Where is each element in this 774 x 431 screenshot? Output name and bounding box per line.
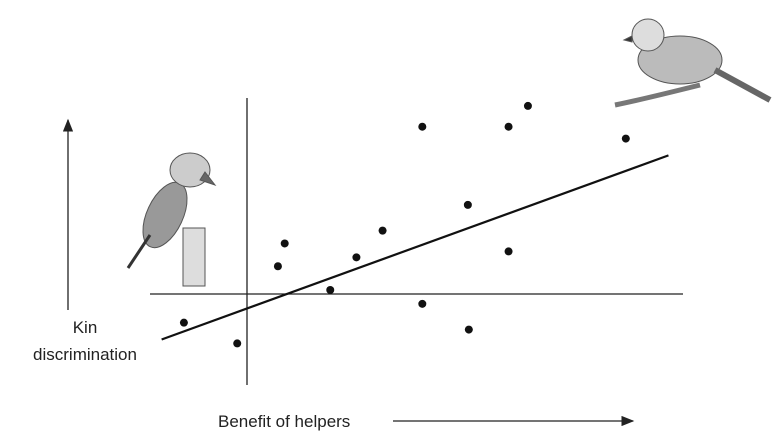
data-point [326, 285, 335, 294]
bird-illustration [614, 18, 772, 108]
trend-line [161, 154, 669, 341]
data-point [418, 122, 427, 131]
data-point [352, 253, 361, 262]
data-point [463, 200, 472, 209]
data-point [273, 262, 282, 271]
data-point [523, 101, 532, 110]
data-point [504, 247, 513, 256]
data-point [233, 339, 242, 348]
data-point [504, 122, 513, 131]
data-point [280, 239, 289, 248]
data-point [378, 226, 387, 235]
data-point [621, 134, 630, 143]
data-point [418, 299, 427, 308]
data-point [464, 325, 473, 334]
kookaburra-illustration [126, 152, 217, 287]
x-axis-label: Benefit of helpers [218, 412, 351, 431]
data-point [179, 318, 188, 327]
y-axis-label: Kin discrimination [33, 318, 137, 364]
